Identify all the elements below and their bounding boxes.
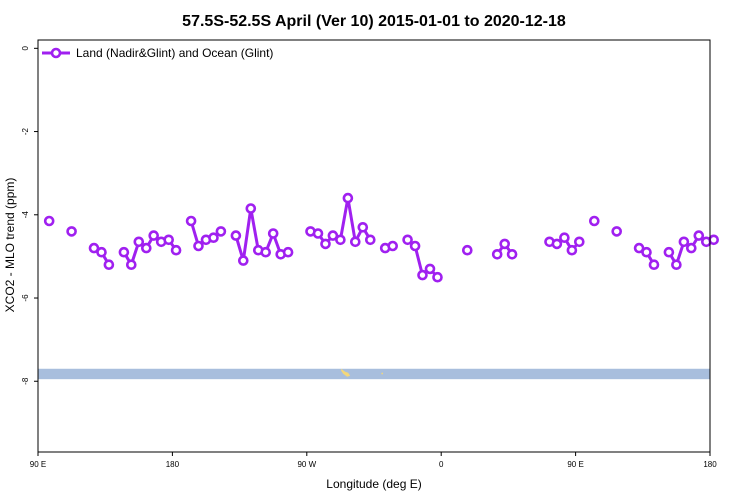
x-tick-label: 90 E — [30, 460, 46, 469]
data-point — [409, 240, 421, 252]
data-point — [141, 242, 152, 254]
data-point — [312, 228, 324, 239]
y-tick-label: -8 — [21, 377, 30, 385]
legend: Land (Nadir&Glint) and Ocean (Glint) — [42, 46, 273, 60]
data-point — [693, 230, 705, 241]
data-point — [260, 246, 272, 258]
data-point — [349, 236, 361, 248]
data-point — [491, 249, 503, 260]
data-point — [611, 226, 623, 237]
data-point — [208, 232, 219, 243]
data-point — [671, 259, 682, 271]
x-tick-label: 90 W — [297, 460, 316, 469]
data-point — [588, 215, 600, 227]
data-point — [148, 230, 159, 241]
map-land — [341, 368, 351, 377]
plot-frame — [37, 39, 711, 453]
data-point — [559, 232, 570, 243]
y-axis-label: XCO2 - MLO trend (ppm) — [3, 178, 17, 313]
data-point — [387, 240, 399, 252]
data-point — [641, 246, 652, 258]
legend-marker — [50, 47, 62, 59]
data-point — [185, 215, 197, 227]
data-point — [238, 255, 249, 266]
data-point — [170, 244, 182, 256]
x-tick-label: 90 E — [567, 460, 583, 469]
data-point — [461, 244, 473, 256]
data-point — [357, 222, 369, 233]
data-point — [417, 269, 428, 281]
data-point — [364, 234, 376, 246]
data-point — [118, 246, 130, 258]
y-axis-ticks: 0 -2 -4 -6 -8 — [21, 46, 38, 385]
data-point — [103, 259, 115, 271]
plot-series — [43, 192, 720, 283]
data-point — [320, 238, 331, 250]
data-point — [648, 259, 660, 271]
data-point — [424, 263, 436, 275]
y-tick-label: 0 — [21, 46, 30, 51]
data-point — [327, 230, 339, 241]
data-point — [573, 236, 585, 248]
data-point — [335, 234, 346, 246]
data-point — [282, 246, 294, 258]
data-point — [96, 246, 107, 258]
data-point — [432, 271, 443, 283]
x-tick-label: 180 — [166, 460, 180, 469]
data-point — [193, 240, 204, 252]
data-point — [499, 238, 511, 250]
data-point — [267, 228, 279, 239]
data-point — [133, 236, 145, 248]
data-point — [66, 226, 77, 237]
data-point — [708, 234, 720, 246]
data-point — [685, 242, 697, 254]
map-land — [381, 372, 383, 375]
data-point — [215, 226, 227, 237]
data-point — [402, 234, 413, 246]
x-tick-label: 0 — [439, 460, 444, 469]
data-point — [663, 246, 675, 258]
chart-title: 57.5S-52.5S April (Ver 10) 2015-01-01 to… — [182, 13, 566, 30]
data-point — [126, 259, 137, 271]
data-point — [163, 234, 174, 246]
data-point — [88, 242, 100, 254]
legend-label: Land (Nadir&Glint) and Ocean (Glint) — [76, 46, 273, 60]
map-ocean — [38, 368, 710, 380]
y-tick-label: -4 — [21, 211, 30, 219]
data-point — [506, 249, 518, 260]
data-point — [342, 192, 354, 204]
data-point — [245, 203, 257, 214]
map-strip — [38, 368, 710, 380]
data-point — [43, 215, 55, 227]
data-point — [551, 238, 563, 250]
data-point — [230, 230, 242, 241]
x-tick-label: 180 — [703, 460, 717, 469]
x-axis-ticks: 90 E 180 90 W 0 90 E 180 — [30, 452, 717, 469]
x-axis-label: Longitude (deg E) — [326, 477, 421, 491]
data-point — [566, 244, 578, 256]
y-tick-label: -2 — [21, 127, 30, 135]
y-tick-label: -6 — [21, 294, 30, 302]
data-point — [678, 236, 690, 248]
data-point — [633, 242, 645, 254]
